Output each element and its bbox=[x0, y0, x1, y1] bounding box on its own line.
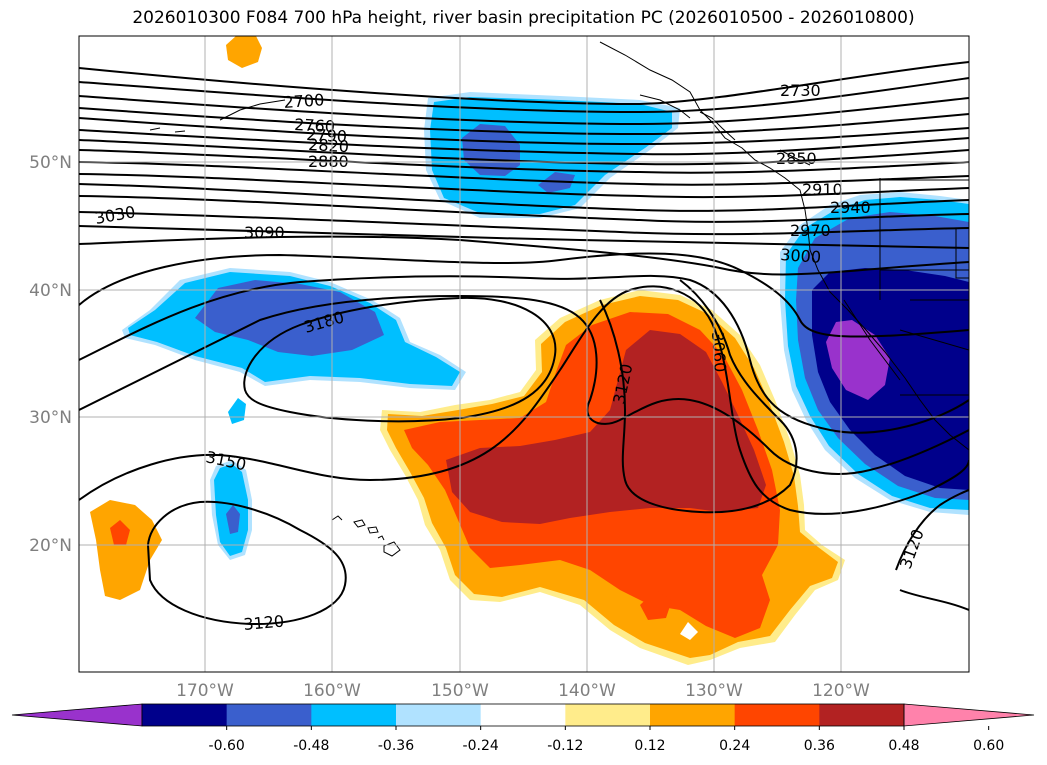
contour-label: 3120 bbox=[243, 612, 285, 634]
lon-label: 160°W bbox=[303, 681, 361, 701]
colorbar-tick-label: 0.48 bbox=[888, 738, 919, 754]
precip-anomaly-central-pacific bbox=[122, 268, 466, 390]
colorbar-tick-label: -0.24 bbox=[463, 738, 499, 754]
contour-label: 2730 bbox=[780, 81, 821, 100]
lat-label: 40°N bbox=[29, 281, 72, 301]
precip-anomaly-west-coast bbox=[780, 192, 969, 515]
colorbar-tick-label: -0.60 bbox=[209, 738, 245, 754]
lon-label: 120°W bbox=[812, 681, 870, 701]
map-title: 2026010300 F084 700 hPa height, river ba… bbox=[132, 8, 915, 28]
colorbar-tick-label: 0.36 bbox=[804, 738, 835, 754]
colorbar-cell bbox=[226, 704, 312, 726]
colorbar-tick-label: 0.60 bbox=[973, 738, 1004, 754]
colorbar-extend-min bbox=[11, 703, 143, 727]
fill-neg-dark bbox=[538, 172, 575, 193]
lon-label: 140°W bbox=[558, 681, 616, 701]
lon-label: 150°W bbox=[431, 681, 489, 701]
contour-label: 2700 bbox=[283, 90, 325, 112]
colorbar-tick-label: -0.36 bbox=[378, 738, 414, 754]
lon-label: 130°W bbox=[685, 681, 743, 701]
contour-label: 3060 bbox=[708, 331, 730, 373]
colorbar-tick-label: -0.48 bbox=[293, 738, 329, 754]
lat-label: 50°N bbox=[29, 153, 72, 173]
height-contours bbox=[79, 61, 969, 626]
contour-label: 2970 bbox=[790, 221, 831, 240]
colorbar-frame bbox=[141, 703, 905, 727]
contour-label: 3030 bbox=[93, 202, 136, 228]
latitude-labels: 50°N 40°N 30°N 20°N bbox=[29, 153, 72, 556]
contour-labels: 2700 2730 2760 2790 2820 2850 2880 2910 … bbox=[93, 81, 927, 634]
contour-label: 2790 bbox=[306, 125, 348, 146]
colorbar-cell bbox=[565, 704, 651, 726]
contour-label: 2910 bbox=[802, 180, 843, 199]
colorbar-cell bbox=[819, 704, 905, 726]
contour-label: 3090 bbox=[244, 223, 285, 242]
colorbar-tick-label: -0.12 bbox=[547, 738, 583, 754]
colorbar-tick-label: 0.24 bbox=[719, 738, 750, 754]
map-area: 2700 2730 2760 2790 2820 2850 2880 2910 … bbox=[79, 36, 969, 672]
colorbar-cell bbox=[480, 704, 566, 726]
map-frame bbox=[78, 35, 970, 673]
gridlines bbox=[79, 36, 969, 672]
colorbar-tick-label: 0.12 bbox=[634, 738, 665, 754]
colorbar-extend-max bbox=[903, 703, 1035, 727]
lon-label: 170°W bbox=[176, 681, 234, 701]
colorbar-cell bbox=[650, 704, 736, 726]
colorbar-cell bbox=[396, 704, 482, 726]
contour-label: 2940 bbox=[830, 198, 871, 217]
longitude-labels: 170°W 160°W 150°W 140°W 130°W 120°W bbox=[176, 681, 870, 701]
contour-label: 2850 bbox=[776, 149, 817, 168]
contour-label: 2820 bbox=[308, 135, 350, 156]
lat-label: 20°N bbox=[29, 536, 72, 556]
contour-label: 3150 bbox=[204, 447, 248, 474]
contour-label: 2760 bbox=[294, 115, 336, 136]
hawaiian-islands bbox=[331, 515, 401, 557]
colorbar-cell bbox=[734, 704, 820, 726]
precip-anomaly-small-spots bbox=[210, 398, 252, 560]
contour-label: 3120 bbox=[896, 527, 928, 572]
colorbar-cell bbox=[142, 704, 228, 726]
lat-label: 30°N bbox=[29, 408, 72, 428]
colorbar: -0.60 -0.48 -0.36 -0.24 -0.12 0.12 0.24 0.36 0.4… bbox=[11, 703, 1035, 754]
colorbar-cell bbox=[311, 704, 397, 726]
contour-label: 3000 bbox=[780, 245, 822, 267]
